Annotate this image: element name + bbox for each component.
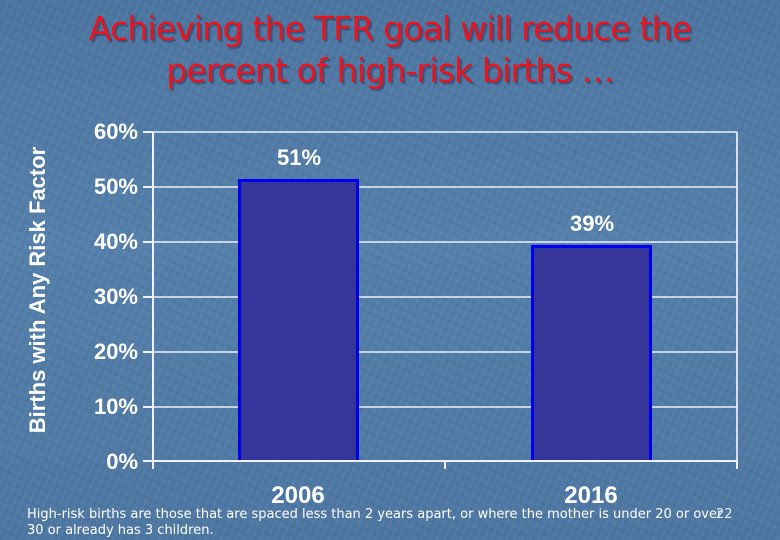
gridline-30 bbox=[153, 296, 737, 298]
bar-2016 bbox=[531, 245, 652, 461]
x-category-label-2016: 2016 bbox=[564, 482, 618, 509]
y-tick-label: 40% bbox=[93, 229, 138, 254]
y-axis-label: Births with Any Risk Factor bbox=[25, 146, 50, 434]
title-line-2: percent of high-risk births … bbox=[166, 51, 614, 90]
y-tick-mark bbox=[143, 186, 153, 188]
footnote: High-risk births are those that are spac… bbox=[27, 507, 777, 539]
x-tick-mark bbox=[444, 460, 446, 469]
footnote-line-2: 30 or already has 3 children. bbox=[27, 523, 214, 538]
slide-title: Achieving the TFR goal will reduce the p… bbox=[0, 8, 780, 92]
y-tick-mark bbox=[143, 296, 153, 298]
gridline-20 bbox=[153, 351, 737, 353]
gridline-60 bbox=[153, 131, 737, 133]
y-tick-label: 0% bbox=[106, 449, 138, 474]
footnote-line-1: High-risk births are those that are spac… bbox=[27, 507, 723, 522]
y-tick-mark bbox=[143, 406, 153, 408]
gridline-50 bbox=[153, 186, 737, 188]
bar-value-label-2006: 51% bbox=[276, 145, 322, 170]
x-tick-mark bbox=[736, 460, 738, 469]
y-tick-label: 50% bbox=[93, 174, 138, 199]
y-tick-mark bbox=[143, 131, 153, 133]
plot-area-border bbox=[736, 132, 738, 463]
gridline-10 bbox=[153, 406, 737, 408]
y-tick-mark bbox=[143, 351, 153, 353]
y-axis bbox=[152, 132, 154, 463]
x-axis bbox=[143, 460, 738, 462]
y-tick-label: 10% bbox=[93, 394, 138, 419]
x-category-label-2006: 2006 bbox=[271, 482, 325, 509]
title-line-1: Achieving the TFR goal will reduce the bbox=[88, 9, 692, 48]
y-tick-label: 60% bbox=[93, 119, 138, 144]
y-tick-label: 30% bbox=[93, 284, 138, 309]
y-tick-label: 20% bbox=[93, 339, 138, 364]
x-tick-mark bbox=[152, 460, 154, 469]
slide-number: 22 bbox=[716, 507, 733, 522]
bar-value-label-2016: 39% bbox=[569, 211, 615, 236]
bar-2006 bbox=[238, 179, 359, 461]
gridline-40 bbox=[153, 241, 737, 243]
y-tick-mark bbox=[143, 241, 153, 243]
